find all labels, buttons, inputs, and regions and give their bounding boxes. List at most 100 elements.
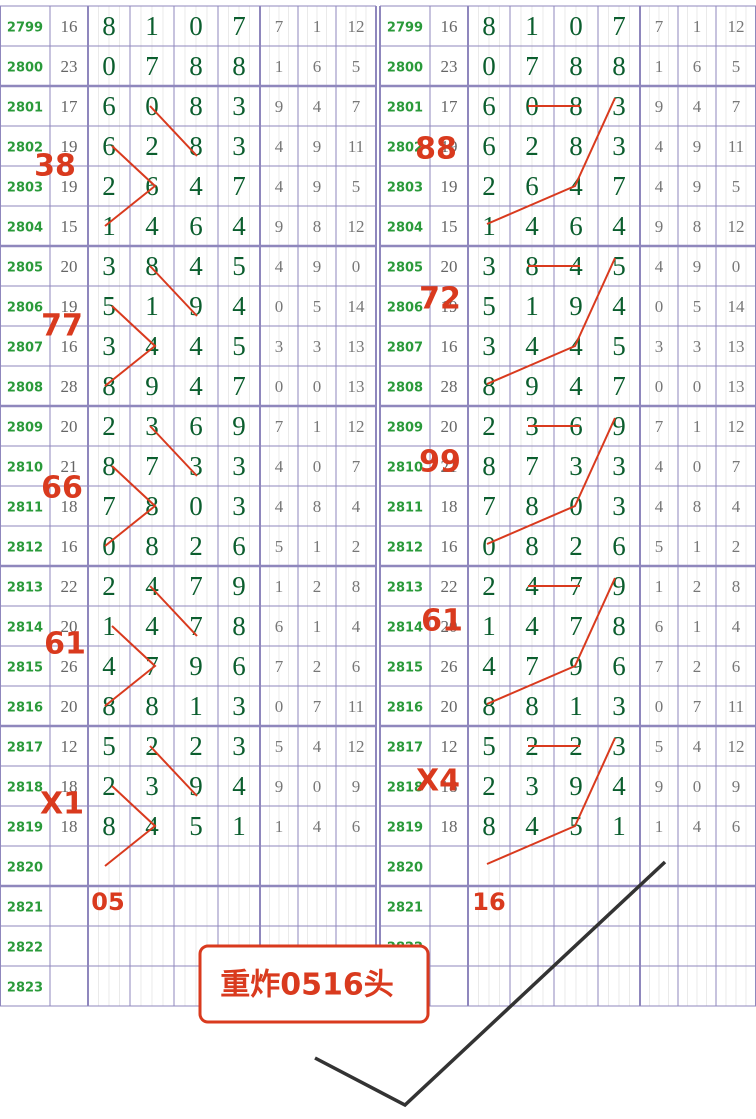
digit: 6 (102, 91, 116, 121)
extra-number: 4 (655, 457, 664, 476)
digit: 9 (232, 571, 246, 601)
digit: 3 (145, 411, 159, 441)
digit: 3 (102, 331, 116, 361)
red-line (104, 145, 157, 227)
red-line (104, 625, 157, 707)
annotation: 05 (91, 888, 124, 916)
digit: 9 (612, 571, 626, 601)
red-line (104, 785, 157, 867)
extra-number: 1 (655, 57, 664, 76)
digit: 5 (102, 731, 116, 761)
digit: 7 (145, 51, 159, 81)
red-line (486, 417, 616, 545)
extra-number: 4 (275, 177, 284, 196)
red-line (486, 97, 616, 225)
digit: 4 (612, 771, 626, 801)
digit: 1 (612, 811, 626, 841)
extra-number: 4 (732, 617, 741, 636)
digit: 5 (482, 291, 496, 321)
extra-number: 9 (275, 217, 284, 236)
issue: 2803 (7, 181, 43, 196)
extra-number: 4 (352, 497, 361, 516)
extra-number: 0 (655, 377, 664, 396)
annotation: 66 (41, 471, 83, 506)
issue: 2821 (387, 901, 423, 916)
extra-number: 3 (693, 337, 702, 356)
digit: 4 (569, 371, 583, 401)
digit: 8 (232, 51, 246, 81)
annotation: 16 (472, 888, 505, 916)
digit: 7 (232, 171, 246, 201)
digit: 4 (232, 771, 246, 801)
issue: 2805 (7, 261, 43, 276)
extra-number: 6 (655, 617, 664, 636)
extra-number: 11 (728, 697, 744, 716)
digit: 8 (145, 491, 159, 521)
extra-number: 8 (313, 217, 322, 236)
digit: 4 (569, 331, 583, 361)
extra-number: 4 (275, 457, 284, 476)
issue: 2806 (387, 301, 423, 316)
digit: 3 (232, 91, 246, 121)
digit: 8 (569, 51, 583, 81)
grid (0, 5, 756, 1007)
digit: 2 (102, 771, 116, 801)
issue: 2799 (387, 21, 423, 36)
issue: 2818 (7, 781, 43, 796)
extra-number: 9 (275, 777, 284, 796)
extra-number: 9 (655, 97, 664, 116)
digit: 9 (569, 771, 583, 801)
sum: 26 (441, 657, 458, 676)
sum: 20 (441, 417, 458, 436)
extra-number: 0 (655, 697, 664, 716)
extra-number: 1 (693, 17, 702, 36)
annotation: 77 (41, 309, 83, 344)
digit: 8 (189, 51, 203, 81)
issue: 2809 (387, 421, 423, 436)
digit: 6 (189, 211, 203, 241)
digit: 7 (612, 371, 626, 401)
digit: 4 (525, 811, 539, 841)
digit: 5 (232, 331, 246, 361)
extra-number: 7 (275, 17, 284, 36)
issue: 2800 (7, 61, 43, 76)
extra-number: 5 (313, 297, 322, 316)
digit: 5 (612, 331, 626, 361)
extra-number: 12 (728, 17, 745, 36)
extra-number: 12 (348, 737, 365, 756)
digit: 1 (102, 211, 116, 241)
red-line (486, 577, 616, 705)
issue: 2821 (7, 901, 43, 916)
annotation: 61 (44, 627, 86, 662)
sum: 18 (441, 817, 458, 836)
digit: 8 (102, 691, 116, 721)
extra-number: 4 (693, 97, 702, 116)
digit: 6 (482, 91, 496, 121)
digit: 4 (145, 811, 159, 841)
extra-number: 4 (275, 497, 284, 516)
extra-number: 9 (655, 777, 664, 796)
digit: 6 (612, 651, 626, 681)
issue: 2822 (7, 941, 43, 956)
issue: 2816 (387, 701, 423, 716)
extra-number: 0 (275, 377, 284, 396)
issue: 2819 (7, 821, 43, 836)
extra-number: 4 (313, 817, 322, 836)
digit: 4 (525, 211, 539, 241)
digit: 2 (145, 131, 159, 161)
issue: 2803 (387, 181, 423, 196)
digit: 8 (102, 451, 116, 481)
issue: 2807 (387, 341, 423, 356)
digit: 6 (569, 211, 583, 241)
sum: 18 (441, 777, 458, 796)
digit: 5 (612, 251, 626, 281)
digit: 0 (482, 51, 496, 81)
digit: 4 (189, 171, 203, 201)
digit: 3 (612, 691, 626, 721)
extra-number: 0 (352, 257, 361, 276)
sum: 20 (61, 257, 78, 276)
digit: 4 (189, 331, 203, 361)
issue: 2809 (7, 421, 43, 436)
extra-number: 14 (348, 297, 366, 316)
